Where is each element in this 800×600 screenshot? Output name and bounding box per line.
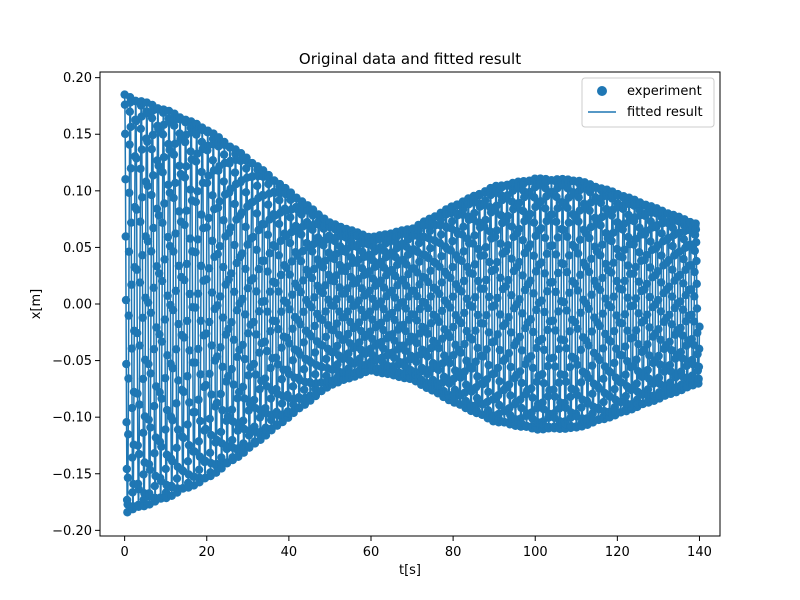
- y-tick-label: 0.00: [63, 298, 92, 313]
- legend-fitted-label: fitted result: [627, 105, 703, 120]
- y-tick-label: 0.10: [63, 184, 92, 199]
- x-tick-label: 40: [281, 545, 298, 560]
- y-tick-label: 0.20: [63, 71, 92, 86]
- y-axis-label: x[m]: [29, 289, 44, 320]
- data-layer: [120, 90, 704, 517]
- y-tick-label: −0.15: [52, 467, 92, 482]
- x-axis-label: t[s]: [399, 563, 421, 578]
- y-tick-label: −0.20: [52, 524, 92, 539]
- legend-experiment-label: experiment: [627, 84, 702, 99]
- legend-box: [581, 77, 715, 128]
- y-tick-label: −0.05: [52, 354, 92, 369]
- y-tick-label: 0.05: [63, 241, 92, 256]
- legend: experiment fitted result: [581, 77, 715, 128]
- legend-experiment-marker: [597, 86, 607, 96]
- x-tick-label: 20: [198, 545, 215, 560]
- y-tick-label: 0.15: [63, 128, 92, 143]
- x-tick-label: 60: [363, 545, 380, 560]
- chart-title: Original data and fitted result: [299, 50, 521, 68]
- x-tick-label: 80: [445, 545, 462, 560]
- x-tick-label: 140: [687, 545, 712, 560]
- series-fitted-result-line: [123, 94, 701, 513]
- x-tick-label: 100: [523, 545, 548, 560]
- x-tick-label: 120: [605, 545, 630, 560]
- plot-area: [99, 71, 721, 537]
- y-axis-ticks: −0.20 −0.15 −0.10 −0.05 0.00 0.05 0.10 0.15 0.20: [52, 71, 100, 539]
- y-tick-label: −0.10: [52, 411, 92, 426]
- x-tick-label: 0: [120, 545, 128, 560]
- x-axis-ticks: 0 20 40 60 80 100 120 140: [120, 536, 712, 560]
